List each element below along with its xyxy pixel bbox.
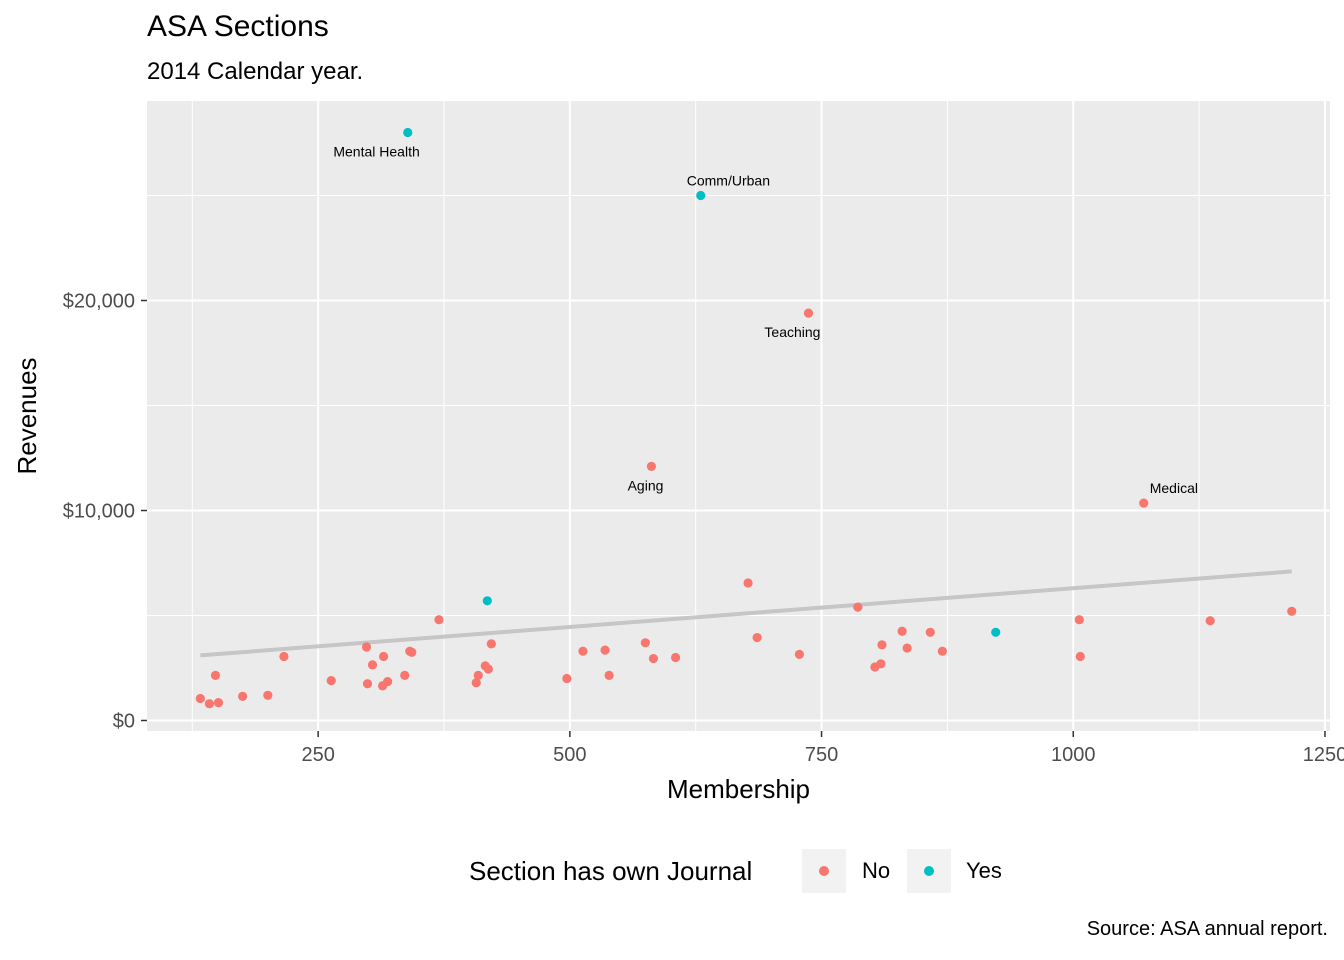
data-point-no [562, 673, 572, 684]
point-label: Medical [1150, 480, 1198, 496]
data-point-no [803, 308, 814, 318]
x-tick-label: 750 [805, 744, 838, 766]
data-point-no [640, 638, 650, 648]
data-point-no [937, 646, 947, 656]
data-point-no [362, 679, 373, 689]
y-axis-title: Revenues [12, 357, 42, 474]
data-point-no [204, 699, 215, 709]
data-point-no [600, 645, 610, 655]
legend-dot-yes [924, 866, 934, 876]
data-point-no [925, 627, 935, 637]
legend-dot-no [819, 866, 829, 876]
legend-title: Section has own Journal [469, 856, 753, 886]
chart-caption: Source: ASA annual report. [1086, 918, 1328, 940]
data-point-no [648, 653, 659, 664]
legend-label-yes: Yes [966, 858, 1002, 883]
point-label: Mental Health [333, 144, 419, 160]
chart-title: ASA Sections [147, 10, 329, 43]
data-point-no [486, 639, 496, 649]
x-tick-label: 250 [301, 744, 334, 766]
data-point-no [1075, 651, 1085, 662]
point-label: Aging [628, 477, 664, 493]
data-point-no [1205, 616, 1215, 626]
chart-subtitle: 2014 Calendar year. [147, 58, 364, 85]
data-point-no [902, 643, 912, 653]
data-point-no [876, 659, 886, 669]
data-point-no [379, 651, 389, 662]
legend-label-no: No [862, 858, 891, 883]
data-point-no [752, 632, 762, 643]
data-point-yes [403, 127, 413, 138]
legend-key-yes [907, 849, 951, 893]
data-point-no [213, 698, 224, 708]
x-tick-label: 1250 [1303, 744, 1344, 766]
data-point-no [383, 677, 393, 687]
data-point-no [238, 691, 248, 701]
data-point-no [279, 651, 289, 662]
data-point-no [195, 693, 205, 704]
x-tick-label: 500 [553, 744, 586, 766]
data-point-no [897, 626, 907, 636]
data-point-no [853, 602, 863, 612]
legend: Section has own Journal No Yes [0, 846, 1344, 898]
y-tick-label: $0 [113, 711, 135, 733]
data-point-no [400, 670, 410, 680]
x-tick-label: 1000 [1051, 744, 1096, 766]
data-point-no [743, 578, 753, 588]
point-label: Teaching [764, 324, 820, 340]
x-axis-title: Membership [667, 774, 810, 804]
data-point-yes [482, 596, 492, 606]
data-point-no [263, 690, 273, 700]
data-point-no [1074, 615, 1084, 625]
point-label: Comm/Urban [687, 173, 770, 189]
data-point-no [367, 660, 378, 670]
trend-line [200, 569, 1292, 658]
data-point-no [1139, 498, 1149, 508]
data-point-no [407, 647, 417, 657]
data-point-no [434, 615, 444, 625]
data-point-yes [696, 190, 706, 201]
data-point-no [361, 642, 372, 652]
y-tick-label: $20,000 [63, 291, 135, 313]
data-point-no [794, 649, 805, 659]
data-point-no [483, 664, 493, 674]
data-point-no [326, 676, 336, 686]
data-point-no [646, 461, 657, 471]
data-point-no [473, 670, 483, 680]
data-point-no [604, 670, 614, 680]
y-tick-label: $10,000 [63, 501, 135, 523]
data-point-yes [991, 627, 1001, 637]
data-point-no [210, 670, 221, 680]
legend-key-no [802, 849, 846, 893]
data-point-no [578, 646, 588, 656]
plot-panel [147, 101, 1330, 731]
data-point-no [670, 652, 681, 663]
data-point-no [471, 678, 481, 688]
data-point-no [1287, 606, 1297, 616]
data-point-no [877, 640, 887, 650]
